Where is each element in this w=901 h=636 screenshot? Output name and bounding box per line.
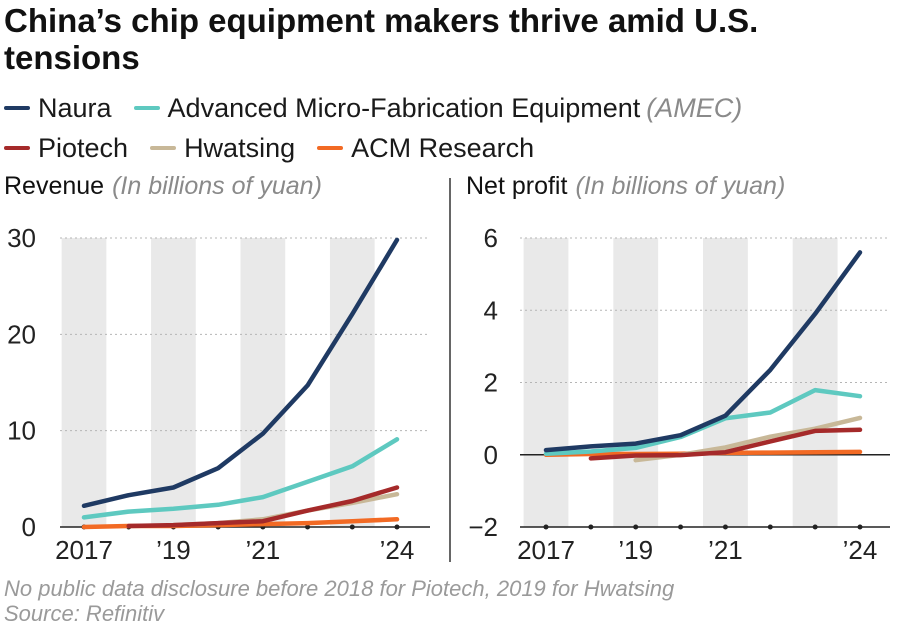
revenue-series-naura (81, 237, 400, 509)
revenue-y-tick-label: 20 (7, 319, 36, 349)
profit-x-tick-label: ’19 (618, 535, 653, 565)
revenue-year-band (240, 238, 286, 527)
revenue-y-tick-label: 0 (22, 512, 36, 542)
legend-swatch-naura (4, 106, 30, 110)
profit-series-piotech (588, 427, 863, 461)
legend-item-piotech: Piotech (4, 128, 128, 168)
legend-item-acm: ACM Research (317, 128, 534, 168)
source-text: Source: Refinitiv (4, 601, 165, 626)
profit-y-tick-label: 6 (484, 223, 498, 253)
legend-item-amec: Advanced Micro-Fabrication Equipment (AM… (133, 88, 743, 128)
profit-x-tick (588, 524, 594, 530)
revenue-y-tick-label: 30 (7, 223, 36, 253)
profit-y-tick-label: 2 (484, 368, 498, 398)
legend-swatch-hwatsing (150, 146, 177, 150)
footnote-text: No public data disclosure before 2018 fo… (4, 576, 675, 601)
revenue-series-amec (81, 437, 400, 520)
footnote: No public data disclosure before 2018 fo… (4, 576, 674, 626)
revenue-units: (In billions of yuan) (112, 172, 322, 200)
net-profit-chart: −2 0 2 4 6 2017 ’19 ’21 ’24 (468, 223, 890, 565)
profit-x-tick (633, 524, 639, 530)
profit-units: (In billions of yuan) (575, 172, 786, 200)
profit-x-tick-label: 2017 (517, 535, 575, 565)
profit-x-tick (722, 524, 728, 530)
revenue-title: Revenue (4, 172, 105, 200)
legend-label-acm: ACM Research (351, 133, 535, 163)
revenue-x-tick (349, 524, 355, 530)
legend-item-naura: Naura (4, 88, 112, 128)
legend-label-naura: Naura (38, 93, 112, 123)
revenue-year-band (329, 238, 375, 527)
legend-swatch-amec (133, 106, 160, 110)
revenue-chart: 0 10 20 30 2017 ’19 ’21 ’24 (7, 223, 430, 565)
profit-series-naura (543, 250, 863, 453)
revenue-x-tick (305, 524, 311, 530)
legend-label-amec: Advanced Micro-Fabrication Equipment (167, 93, 641, 123)
profit-x-tick (767, 524, 773, 530)
profit-title: Net profit (466, 172, 568, 200)
legend-label-piotech: Piotech (38, 133, 129, 163)
profit-y-tick-label: 4 (484, 295, 498, 325)
revenue-series-piotech (126, 485, 400, 529)
chart-title: China’s chip equipment makers thrive ami… (4, 2, 759, 76)
legend-label-hwatsing: Hwatsing (184, 133, 296, 163)
profit-x-tick (543, 524, 549, 530)
profit-x-tick (857, 524, 863, 530)
legend-swatch-acm (317, 146, 344, 150)
legend-item-hwatsing: Hwatsing (150, 128, 295, 168)
legend-row-1: Naura Advanced Micro-Fabrication Equipme… (4, 88, 899, 128)
revenue-x-tick-label: ’24 (380, 535, 415, 565)
revenue-x-tick-label: ’19 (156, 535, 191, 565)
revenue-x-tick (394, 524, 400, 530)
profit-panel-title: Net profit (In billions of yuan) (466, 172, 785, 201)
revenue-year-band (151, 238, 196, 527)
profit-x-tick (812, 524, 818, 530)
profit-y-tick-label: 0 (484, 440, 498, 470)
profit-x-tick-label: ’21 (708, 535, 743, 565)
revenue-x-tick-label: ’21 (246, 535, 281, 565)
profit-x-tick-label: ’24 (843, 535, 878, 565)
profit-x-tick (678, 524, 684, 530)
legend: Naura Advanced Micro-Fabrication Equipme… (4, 88, 899, 168)
legend-row-2: Piotech Hwatsing ACM Research (4, 128, 899, 168)
revenue-y-tick-label: 10 (7, 416, 36, 446)
revenue-x-tick-label: 2017 (55, 535, 113, 565)
revenue-year-band (61, 238, 107, 527)
legend-swatch-piotech (4, 146, 30, 150)
profit-y-tick-label: −2 (468, 512, 498, 542)
revenue-panel-title: Revenue (In billions of yuan) (4, 172, 322, 201)
legend-abbr-amec: (AMEC) (646, 93, 743, 123)
